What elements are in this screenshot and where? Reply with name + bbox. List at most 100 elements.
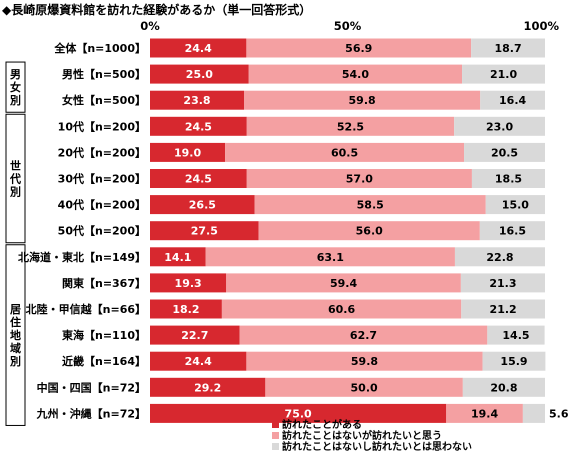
bar-segment <box>246 38 472 58</box>
row-label: 北海道・東北【n=149】 <box>18 250 146 264</box>
data-label: 16.5 <box>499 225 526 238</box>
data-label: 62.7 <box>350 329 377 342</box>
legend: 訪れたことがある訪れたことはないが訪れたいと思う訪れたことはないし訪れたいとは思… <box>272 418 472 453</box>
bar-segment <box>461 299 545 319</box>
data-label: 20.5 <box>491 146 518 159</box>
row-label: 10代【n=200】 <box>58 119 146 133</box>
x-axis-ticks: 0% 50% 100% <box>140 19 559 33</box>
legend-item: 訪れたことはないが訪れたいと思う <box>272 429 442 442</box>
bar-segment <box>150 299 222 319</box>
bar-segment <box>150 377 266 397</box>
bar-segment <box>480 90 545 110</box>
group-label: 男女別 <box>9 68 21 107</box>
group-bracket <box>5 61 26 113</box>
data-label: 24.5 <box>185 173 212 186</box>
data-label: 21.2 <box>490 303 517 316</box>
data-label: 58.5 <box>357 199 384 212</box>
legend-label: 訪れたことはないが訪れたいと思う <box>282 429 442 442</box>
data-label: 20.8 <box>490 381 517 394</box>
bar-segment <box>482 351 546 371</box>
data-label: 25.0 <box>186 68 213 81</box>
bar-segment <box>150 273 227 293</box>
bar-segment <box>246 169 472 188</box>
bar-segment <box>150 403 447 423</box>
row-label: 全体【n=1000】 <box>53 41 146 55</box>
data-label: 56.0 <box>356 225 383 238</box>
data-label: 26.5 <box>189 199 216 212</box>
bar-segment <box>454 116 545 136</box>
bar-segment <box>226 273 461 293</box>
data-label: 63.1 <box>317 251 344 264</box>
legend-label: 訪れたことがある <box>282 418 362 431</box>
bar-segment <box>254 195 486 215</box>
data-label: 59.8 <box>349 94 376 107</box>
bar-segment <box>265 377 463 397</box>
bar-segment <box>258 221 480 241</box>
row-label: 50代【n=200】 <box>58 224 146 238</box>
row-label: 30代【n=200】 <box>58 172 146 186</box>
legend-item: 訪れたことがある <box>272 418 362 431</box>
legend-label: 訪れたことはないし訪れたいとは思わない <box>282 440 472 453</box>
bar-segment <box>221 299 462 319</box>
data-label: 60.5 <box>331 146 358 159</box>
row-label: 東海【n=110】 <box>62 328 146 342</box>
legend-item: 訪れたことはないし訪れたいとは思わない <box>272 440 472 453</box>
row-label: 女性【n=500】 <box>62 93 146 107</box>
bar-segment <box>244 90 481 110</box>
data-label: 27.5 <box>191 225 218 238</box>
data-label: 24.4 <box>185 42 212 55</box>
bar-segment <box>471 169 545 188</box>
chart-row: 東海【n=110】 22.7 62.7 14.5 <box>62 325 545 345</box>
data-label: 18.7 <box>494 42 521 55</box>
row-label: 北陸・甲信越【n=66】 <box>26 302 146 316</box>
bar-segment <box>454 247 545 267</box>
chart-row: 50代【n=200】 27.5 56.0 16.5 <box>58 221 545 241</box>
legend-swatch <box>272 432 279 439</box>
data-label: 15.0 <box>502 199 529 212</box>
data-label: 57.0 <box>346 173 373 186</box>
data-label: 21.0 <box>490 68 517 81</box>
data-label: 19.0 <box>174 146 201 159</box>
chart-row: 男性【n=500】 25.0 54.0 21.0 <box>62 64 545 84</box>
bar-segment <box>479 221 545 241</box>
group-bracket <box>5 244 26 426</box>
chart-row: 30代【n=200】 24.5 57.0 18.5 <box>58 169 545 188</box>
row-label: 近畿【n=164】 <box>62 354 146 368</box>
group-label: 世代別 <box>9 159 21 199</box>
chart-row: 九州・沖縄【n=72】 75.0 19.4 5.6 <box>36 403 569 423</box>
data-label: 18.5 <box>495 173 522 186</box>
bar-segment <box>150 90 245 110</box>
data-label: 14.5 <box>502 329 529 342</box>
bar-segment <box>462 64 545 84</box>
chart-row: 関東【n=367】 19.3 59.4 21.3 <box>62 273 545 293</box>
x-tick-label: 0% <box>140 19 160 33</box>
data-label: 24.4 <box>185 355 212 368</box>
chart-row: 北陸・甲信越【n=66】 18.2 60.6 21.2 <box>26 299 545 319</box>
row-label: 男性【n=500】 <box>62 67 146 81</box>
bar-segment <box>485 195 545 215</box>
data-label: 59.8 <box>351 355 378 368</box>
chart-row: 女性【n=500】 23.8 59.8 16.4 <box>62 90 545 110</box>
data-label: 56.9 <box>345 42 372 55</box>
chart-row: 近畿【n=164】 24.4 59.8 15.9 <box>62 351 546 371</box>
chart-row: 20代【n=200】 19.0 60.5 20.5 <box>58 142 545 162</box>
bar-segment <box>446 403 523 423</box>
data-label: 54.0 <box>342 68 369 81</box>
data-label: 21.3 <box>489 277 516 290</box>
data-label: 16.4 <box>499 94 526 107</box>
bar-segment <box>246 116 455 136</box>
bar-segment <box>460 273 545 293</box>
data-label: 59.4 <box>330 277 357 290</box>
bar-segment <box>150 221 259 241</box>
data-label: 75.0 <box>285 407 312 420</box>
bar-segment <box>462 377 545 397</box>
data-label: 24.5 <box>185 120 212 133</box>
data-label: 23.8 <box>183 94 210 107</box>
chart-row: 全体【n=1000】 24.4 56.9 18.7 <box>53 38 545 58</box>
chart-row: 10代【n=200】 24.5 52.5 23.0 <box>58 116 545 136</box>
bar-segment <box>522 403 545 423</box>
x-tick-label: 100% <box>523 19 559 33</box>
bar-segment <box>150 351 247 371</box>
